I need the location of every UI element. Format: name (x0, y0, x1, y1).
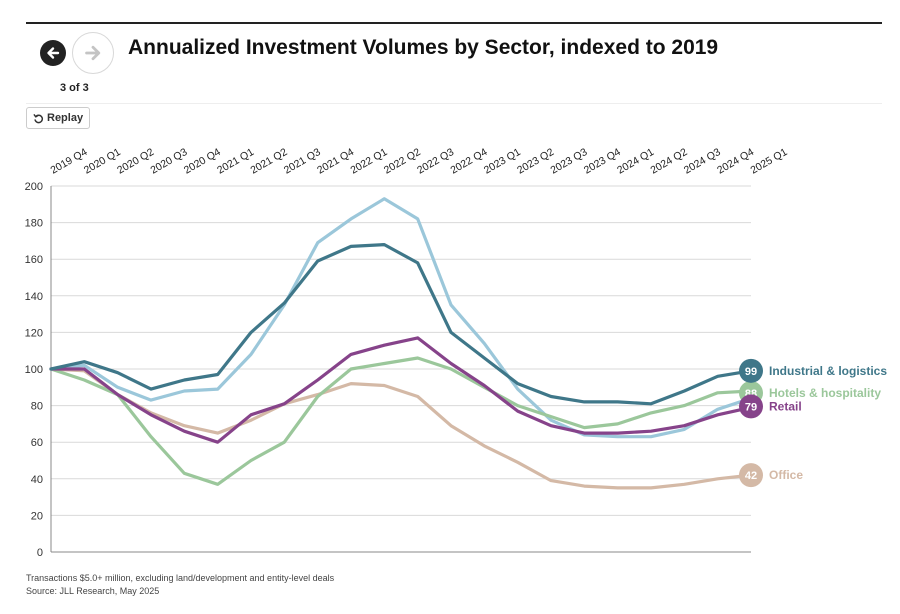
end-value-label: 79 (745, 401, 757, 413)
x-tick-label: 2022 Q1 (349, 146, 390, 177)
x-tick-label: 2023 Q3 (549, 146, 590, 177)
x-tick-label: 2020 Q4 (182, 146, 223, 177)
series-line (49, 367, 753, 490)
source-note: Source: JLL Research, May 2025 (26, 586, 160, 596)
x-tick-label: 2023 Q2 (515, 146, 556, 177)
y-tick-label: 80 (31, 401, 43, 413)
series-name-label: Industrial & logistics (769, 364, 887, 378)
arrow-right-icon (85, 45, 101, 61)
replay-label: Replay (47, 112, 84, 124)
end-value-badge (739, 394, 763, 419)
divider (26, 103, 882, 104)
end-value-badge (739, 358, 763, 383)
end-value-badge (739, 463, 763, 488)
x-tick-label: 2021 Q1 (215, 146, 256, 177)
y-tick-label: 180 (25, 218, 43, 230)
series-name-label: Office (769, 468, 803, 482)
x-tick-label: 2019 Q4 (49, 146, 90, 177)
x-tick-label: 2024 Q2 (649, 146, 690, 177)
y-tick-label: 20 (31, 510, 43, 522)
y-tick-label: 40 (31, 474, 43, 486)
y-tick-label: 120 (25, 327, 43, 339)
x-tick-label: 2024 Q4 (715, 146, 756, 177)
chart-title: Annualized Investment Volumes by Sector,… (128, 36, 719, 59)
series-line (49, 197, 753, 439)
x-tick-label: 2022 Q2 (382, 146, 423, 177)
series-name-label: Retail (769, 399, 802, 413)
y-tick-label: 0 (37, 547, 43, 559)
end-value-label: 99 (745, 366, 757, 378)
y-tick-label: 140 (25, 291, 43, 303)
x-tick-label: 2024 Q1 (615, 146, 656, 177)
y-tick-label: 200 (25, 181, 43, 193)
x-tick-label: 2020 Q3 (149, 146, 190, 177)
x-tick-label: 2022 Q3 (415, 146, 456, 177)
x-tick-label: 2021 Q2 (249, 146, 290, 177)
previous-button[interactable] (40, 40, 66, 66)
x-tick-label: 2021 Q3 (282, 146, 323, 177)
series-line (49, 356, 753, 486)
page-indicator: 3 of 3 (60, 82, 89, 94)
x-tick-label: 2022 Q4 (449, 146, 490, 177)
arrow-left-icon (47, 47, 60, 59)
x-tick-label: 2020 Q2 (115, 146, 156, 177)
series-line (49, 336, 753, 444)
y-tick-label: 100 (25, 364, 43, 376)
footnote: Transactions $5.0+ million, excluding la… (26, 573, 335, 583)
series-line (49, 242, 753, 406)
replay-button[interactable]: Replay (26, 107, 91, 129)
x-tick-label: 2023 Q1 (482, 146, 523, 177)
y-tick-label: 160 (25, 254, 43, 266)
x-tick-label: 2025 Q1 (749, 146, 790, 177)
replay-icon (33, 113, 44, 123)
x-tick-label: 2024 Q3 (682, 146, 723, 177)
x-tick-label: 2023 Q4 (582, 146, 623, 177)
top-rule (26, 22, 882, 24)
x-tick-label: 2020 Q1 (82, 146, 123, 177)
end-value-label: 42 (745, 470, 757, 482)
x-tick-label: 2021 Q4 (315, 146, 356, 177)
series-name-label: Hotels & hospitality (769, 386, 881, 400)
next-button[interactable] (72, 32, 114, 74)
y-tick-label: 60 (31, 437, 43, 449)
